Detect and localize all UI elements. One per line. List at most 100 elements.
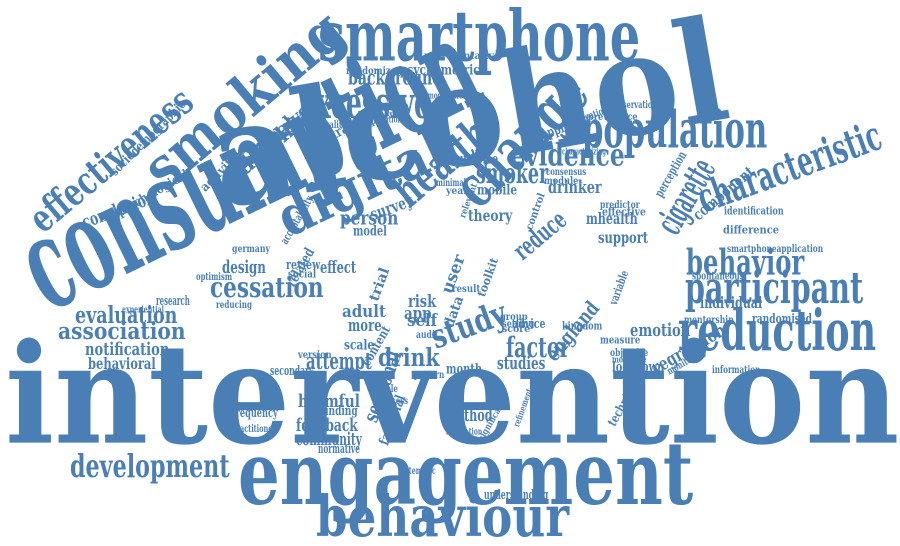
cloud-word: social [288,269,317,282]
cloud-word: month [446,360,483,378]
cloud-word: excessive [300,78,430,130]
cloud-word: risk [408,292,437,312]
cloud-word: secondary [270,364,314,380]
cloud-word: observational [614,97,664,111]
cloud-word: consensus [546,164,587,178]
cloud-word: module [544,173,579,187]
cloud-word: trial [365,265,394,304]
cloud-word: success [378,393,409,407]
cloud-word: variable [607,269,633,308]
cloud-word: setting [502,316,535,330]
cloud-word: population [582,99,768,160]
cloud-word: finding [322,404,358,420]
cloud-word: moderate [612,353,647,365]
cloud-word: normative [318,442,360,458]
cloud-word: minimal [436,175,467,189]
cloud-word: smartphone [318,0,641,77]
cloud-word: studies [497,354,546,375]
cloud-word: objective [610,345,649,359]
cloud-word: outcome [454,150,499,168]
cloud-word: community [296,430,362,451]
cloud-word: harmful [298,392,360,413]
cloud-word: result [452,281,481,295]
cloud-word: support [598,228,649,247]
cloud-word: representative [424,48,500,62]
cloud-word: mhealth [586,209,638,228]
cloud-word: group [500,309,528,323]
cloud-word: notification [85,340,170,361]
cloud-word: evaluation [75,302,178,330]
cloud-word: randomised [752,312,813,328]
cloud-word: predictor [600,197,640,211]
cloud-word: behaviour [316,484,570,546]
cloud-word: model [353,222,387,240]
cloud-word: advice [512,317,546,333]
cloud-word: qualitative [320,117,361,131]
cloud-word: mentorship [684,312,734,326]
cloud-word: optimism [196,269,233,283]
cloud-word: demographic [420,89,463,101]
cloud-word: psychometric [400,61,480,79]
cloud-word: lockdown [612,358,665,376]
cloud-word: drink [378,341,440,373]
cloud-word: smoker [476,157,549,191]
cloud-word: kingdom [562,321,603,334]
cloud-word: systematic [398,463,436,477]
cloud-word: attempt [306,348,372,376]
cloud-word: intervention [5,314,900,476]
cloud-word: prevalence [588,109,638,123]
cloud-word: review [286,258,321,274]
cloud-word: individual [700,293,763,312]
cloud-word: background [348,65,443,90]
cloud-word: theory [468,206,513,225]
cloud-word: participant [685,263,864,315]
cloud-word: scale [344,336,375,354]
cloud-word: design [222,258,266,279]
cloud-word: association [58,318,186,346]
cloud-word: adult [342,302,386,322]
cloud-word: more [348,316,382,336]
cloud-word: method [445,406,493,427]
cloud-word: understanding [484,488,549,504]
cloud-word: year [446,183,469,197]
cloud-word: development [70,446,230,485]
cloud-word: audit [416,327,439,341]
cloud-word: randomized [346,63,402,77]
cloud-word: substitution [362,113,402,125]
cloud-word: app [404,304,432,324]
cloud-word: reduction [678,298,877,365]
cloud-word: information [712,362,761,376]
cloud-word: motivation [446,425,483,437]
cloud-word: evidence [510,135,625,174]
cloud-word: behavioral [88,354,156,373]
cloud-word: engagement [238,423,694,526]
cloud-word: measure [600,335,641,348]
cloud-word: pattern [414,367,445,381]
cloud-word: score [502,321,531,335]
cloud-word: frequency [232,406,278,422]
cloud-word: reducing [216,297,253,311]
cloud-word: spontaneous [692,271,744,284]
cloud-word: practitioner [232,421,276,435]
cloud-word: identification [724,206,784,219]
cloud-word: person [340,206,399,230]
cloud-word: behavior [686,241,805,284]
cloud-word: difference [723,225,780,238]
cloud-word: self [407,311,438,331]
cloud-word: germany [232,241,271,255]
cloud-word: characterizing [562,145,607,157]
cloud-word: experiential [122,303,164,315]
cloud-word: effect [320,258,357,278]
cloud-word: cessation [210,271,324,305]
cloud-word: emotion [630,321,691,342]
cloud-word: effective [602,207,646,220]
cloud-word: version [298,347,332,361]
cloud-word: research [156,294,190,310]
cloud-word: toolkit [475,257,502,300]
cloud-word: smartphoneapplication [727,241,824,255]
cloud-word: drinker [548,178,602,199]
cloud-word: mobile [477,181,518,199]
cloud-word: factor [506,331,570,365]
cloud-word: sample [370,381,398,395]
